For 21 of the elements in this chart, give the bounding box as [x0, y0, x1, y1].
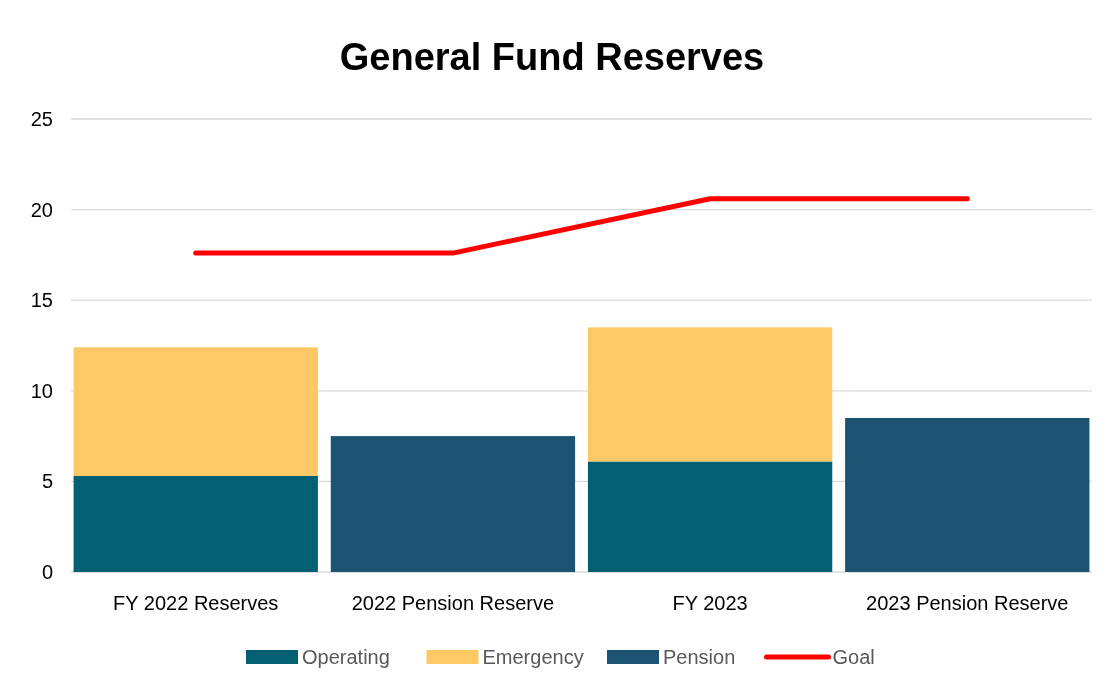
x-tick-label: FY 2022 Reserves [113, 592, 279, 614]
bar [587, 461, 833, 572]
bar [330, 436, 576, 572]
chart-title: General Fund Reserves [339, 36, 765, 78]
y-tick-label: 0 [41, 561, 53, 583]
x-tick-label: 2023 Pension Reserve [866, 592, 1069, 614]
x-tick-label: FY 2023 [672, 592, 748, 614]
legend-label: Goal [832, 646, 875, 668]
bar [73, 347, 318, 476]
y-tick-label: 25 [30, 108, 53, 130]
legend-label: Pension [663, 646, 736, 668]
bar [845, 417, 1090, 572]
y-tick-label: 15 [30, 289, 53, 312]
bar [587, 327, 833, 462]
legend-label: Operating [302, 646, 390, 668]
x-tick-label: 2022 Pension Reserve [351, 592, 555, 614]
y-tick-label: 5 [41, 470, 53, 493]
y-tick-label: 20 [30, 198, 53, 221]
legend-label: Emergency [482, 646, 584, 668]
y-tick-label: 10 [30, 379, 53, 402]
bar [73, 475, 318, 572]
